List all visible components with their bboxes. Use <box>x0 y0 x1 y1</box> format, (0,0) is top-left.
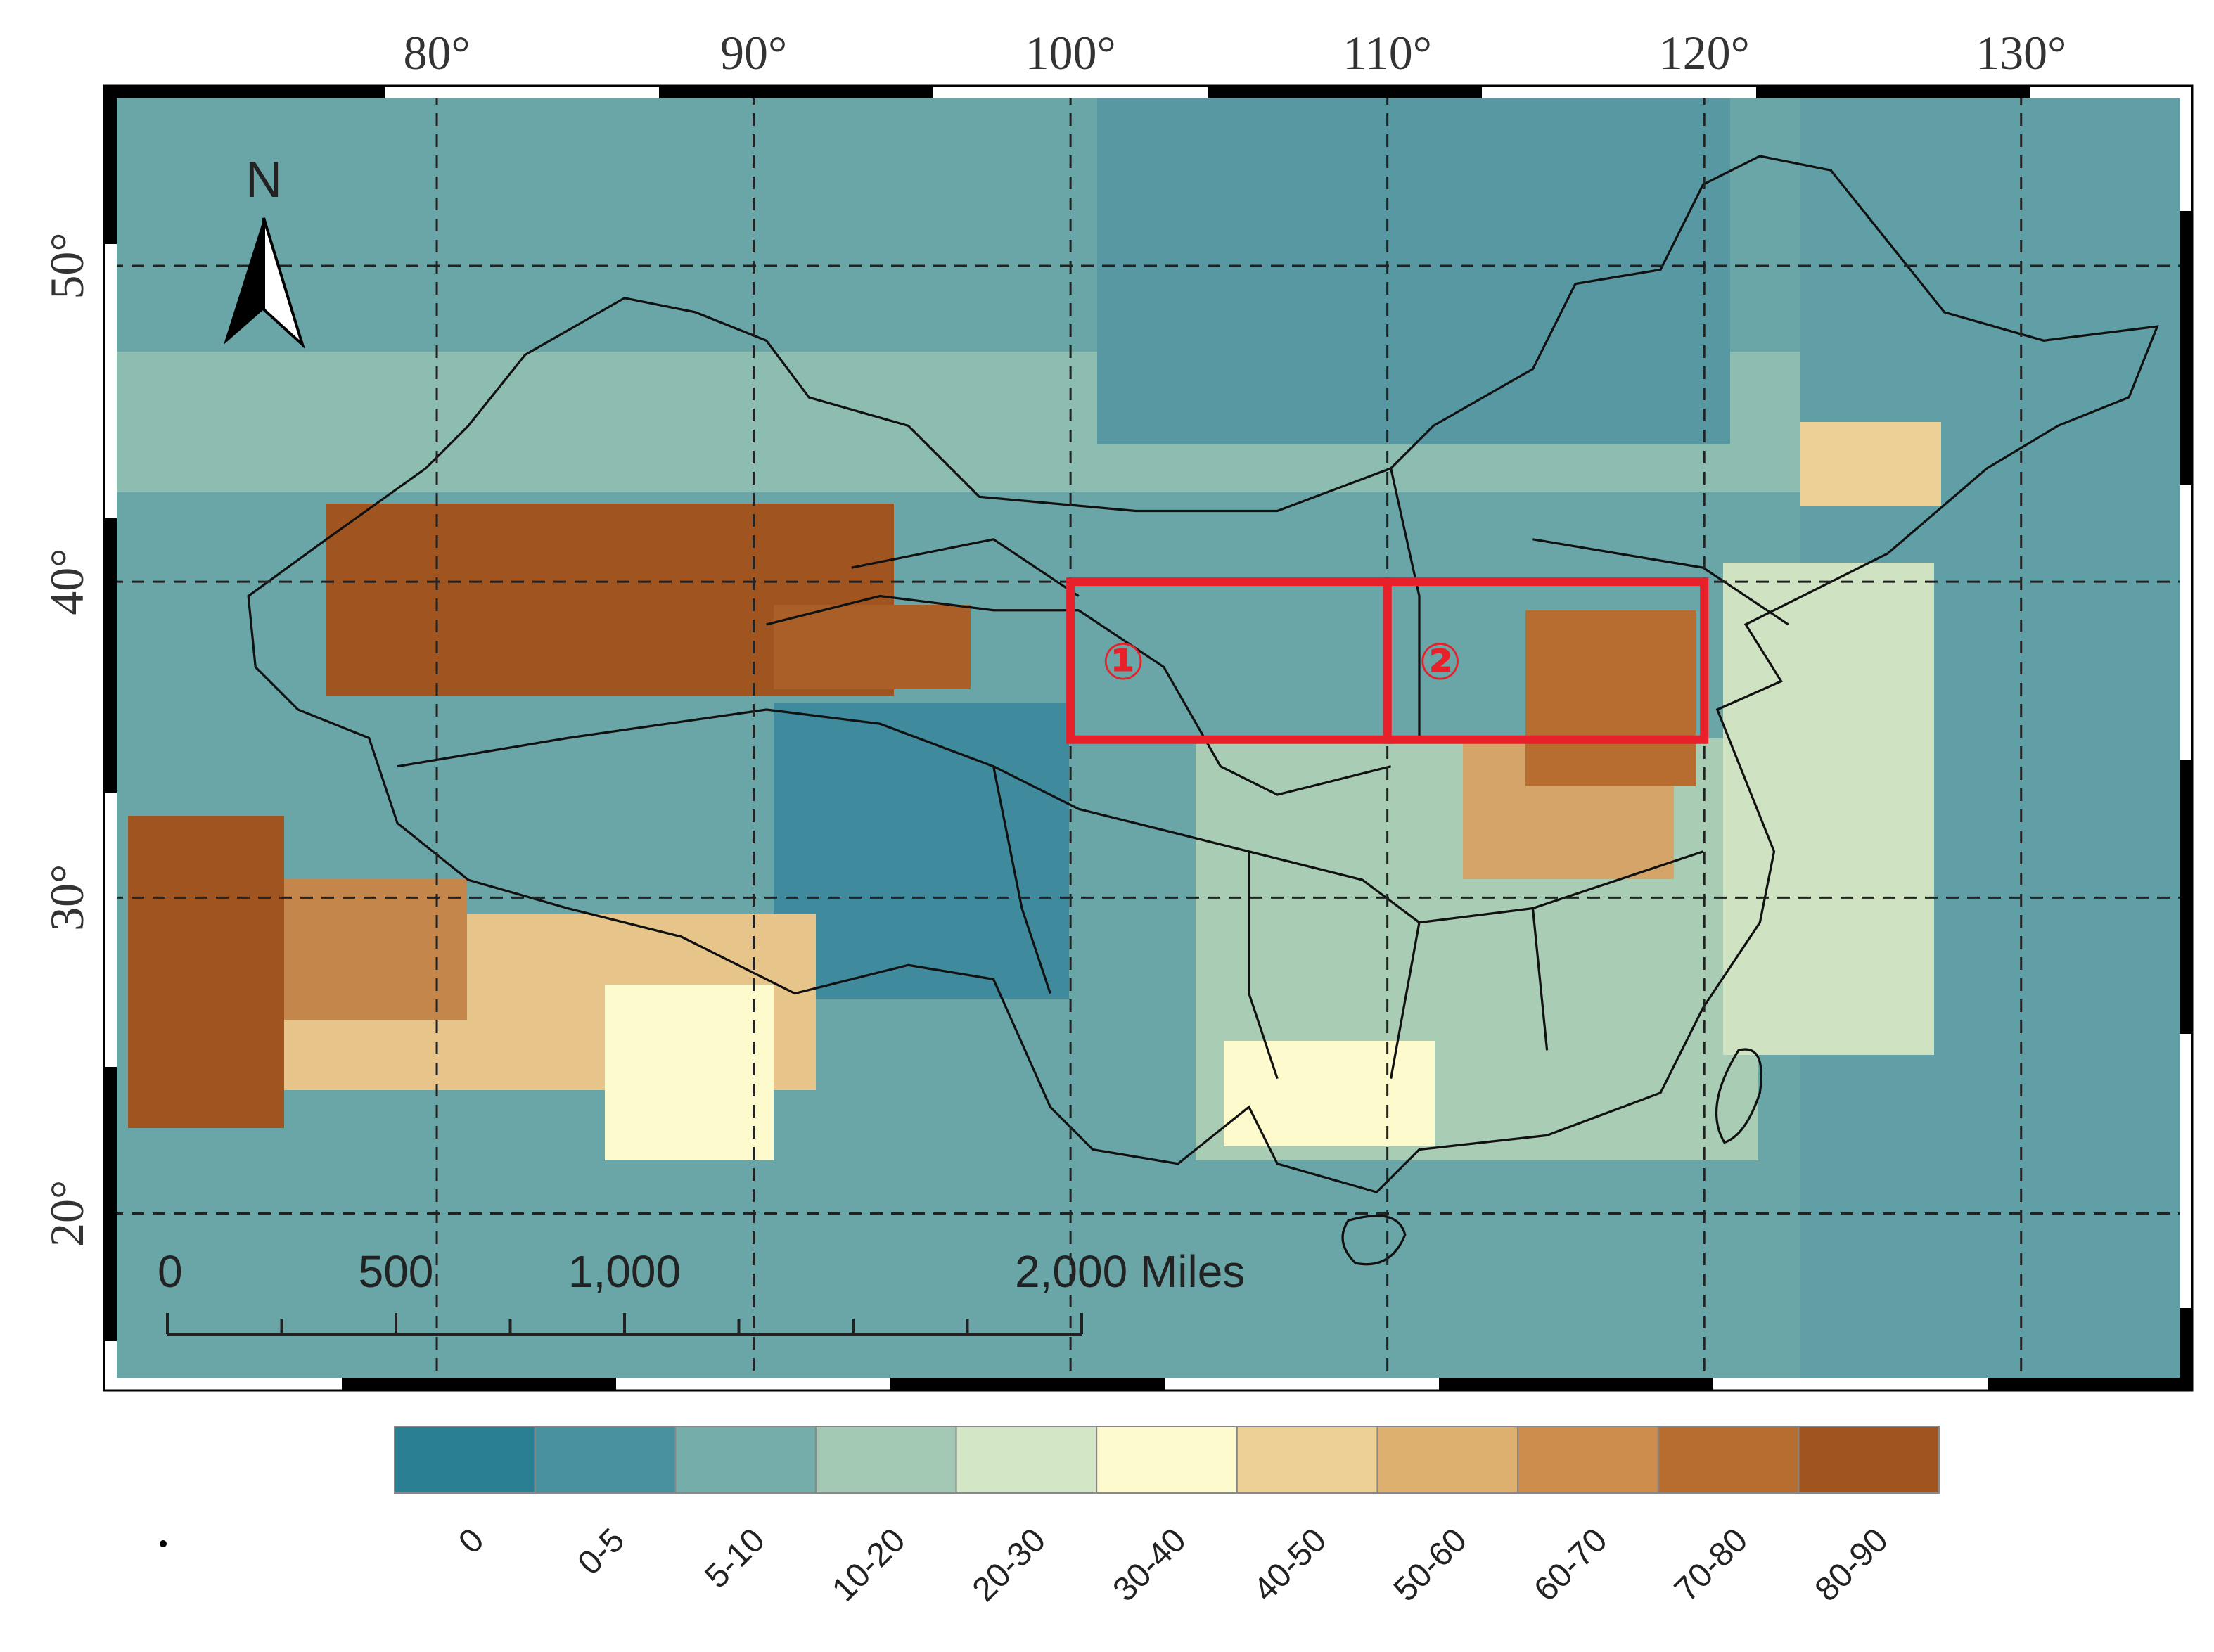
taiwan <box>1715 1048 1762 1144</box>
province-lines <box>397 468 1789 1080</box>
raster-band <box>774 703 1069 999</box>
lon-tick-label: 110° <box>1343 26 1432 79</box>
legend-swatch <box>1798 1426 1940 1494</box>
legend-swatch <box>1657 1426 1800 1494</box>
north-arrow-left <box>224 218 264 345</box>
lon-tick-label: 90° <box>720 26 787 79</box>
lat-tick-label: 50° <box>40 232 94 299</box>
legend: 0 0-5 5-10 10-20 20-30 30-40 40-50 50-60 60-70 70… <box>394 1426 1940 1609</box>
frame <box>103 84 2194 1392</box>
frame-band-dark <box>104 86 2192 1390</box>
country-outline <box>247 155 2159 1193</box>
lat-tick-label: 40° <box>40 549 94 615</box>
legend-label: 0 <box>452 1521 491 1561</box>
raster-band <box>774 605 971 689</box>
graticule <box>110 92 2186 1384</box>
lon-tick-label: 80° <box>403 26 470 79</box>
scale-label: 2,000 Miles <box>1015 1246 1245 1297</box>
legend-label: 70-80 <box>1668 1521 1755 1608</box>
legend-swatch <box>1517 1426 1659 1494</box>
raster-band <box>1800 422 1941 506</box>
region-label: ② <box>1419 632 1461 691</box>
lon-tick-label: 100° <box>1025 26 1116 79</box>
raster-band <box>1723 563 1934 1055</box>
raster-band <box>128 816 284 1128</box>
region-box <box>1383 577 1709 744</box>
dot <box>160 1540 167 1547</box>
legend-label: 60-70 <box>1527 1521 1614 1608</box>
legend-swatch <box>814 1426 957 1494</box>
scale-label: 1,000 <box>568 1246 681 1297</box>
legend-swatch <box>1236 1426 1378 1494</box>
scale-bar: 0 500 1,000 2,000 Miles <box>158 1246 1245 1336</box>
legend-swatch <box>394 1426 536 1494</box>
lat-tick-label: 30° <box>40 864 94 931</box>
scale-label: 0 <box>158 1246 183 1297</box>
raster <box>110 92 2186 1384</box>
lat-tick-label: 20° <box>40 1180 94 1247</box>
raster-band <box>605 985 774 1160</box>
legend-label: 5-10 <box>698 1521 772 1595</box>
legend-swatch <box>955 1426 1098 1494</box>
scale-label: 500 <box>359 1246 434 1297</box>
north-arrow-right <box>262 217 306 350</box>
boundaries <box>247 155 2159 1266</box>
legend-swatch <box>1096 1426 1238 1494</box>
legend-swatch <box>1376 1426 1519 1494</box>
raster-band <box>1097 92 1730 444</box>
north-label: N <box>245 152 282 208</box>
legend-label: 10-20 <box>825 1521 912 1608</box>
north-arrow: N <box>224 152 306 350</box>
legend-label: 50-60 <box>1387 1521 1474 1608</box>
legend-swatch <box>534 1426 677 1494</box>
hainan <box>1341 1215 1407 1266</box>
raster-band <box>1525 610 1696 786</box>
raster-band <box>1224 1041 1435 1146</box>
legend-label: 30-40 <box>1106 1521 1193 1608</box>
raster-band <box>284 879 467 1020</box>
region-label: ① <box>1102 632 1145 691</box>
legend-swatch <box>674 1426 817 1494</box>
legend-label: 20-30 <box>966 1521 1053 1608</box>
legend-label: 0-5 <box>571 1521 632 1582</box>
legend-label: 40-50 <box>1246 1521 1333 1608</box>
lon-tick-label: 120° <box>1659 26 1750 79</box>
legend-label: 80-90 <box>1808 1521 1895 1608</box>
lon-tick-label: 130° <box>1976 26 2066 79</box>
